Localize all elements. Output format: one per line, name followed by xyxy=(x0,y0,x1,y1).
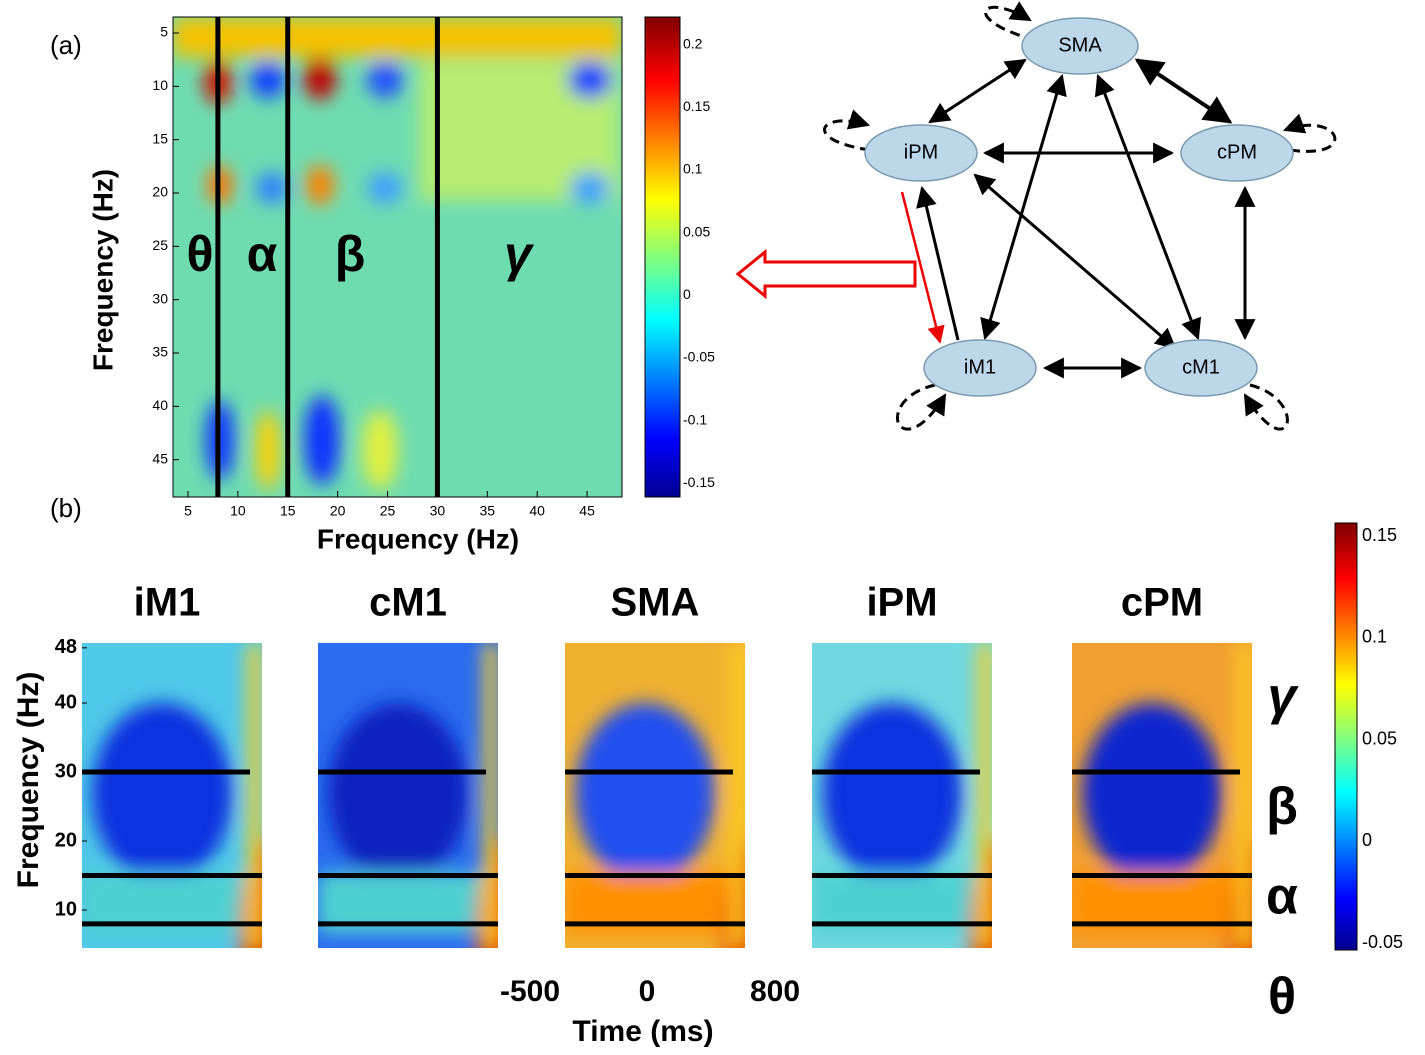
colorbar-tick-label: 0.05 xyxy=(1362,728,1397,748)
heatmap-panel xyxy=(812,643,1014,1055)
colorbar xyxy=(645,17,680,497)
x-tick-label: 20 xyxy=(330,503,346,519)
x-tick-label: 800 xyxy=(750,975,800,1008)
heatmap-panel xyxy=(1072,643,1274,1055)
node-label: cPM xyxy=(1217,141,1257,163)
band-label: β xyxy=(335,226,366,282)
band-label: γ xyxy=(1268,668,1300,726)
blob xyxy=(575,703,715,883)
panel-title: iM1 xyxy=(134,581,201,625)
x-tick-label: 35 xyxy=(480,503,496,519)
colorbar-tick-label: 0.1 xyxy=(683,161,703,177)
x-tick-label: 25 xyxy=(380,503,396,519)
x-tick-label: 0 xyxy=(639,975,656,1008)
y-tick-label: 45 xyxy=(152,450,168,466)
y-tick-label: 40 xyxy=(152,397,168,413)
heatmap-a xyxy=(173,17,622,497)
heatmap xyxy=(318,643,520,1055)
figure: (a) (b) 5 10 15 20 25 30 35 40 45 5 10 15 20 25 30 35 40… xyxy=(0,0,1425,1055)
y-tick-label: 10 xyxy=(55,898,77,920)
heatmap-panel xyxy=(318,643,520,1055)
node-label: cM1 xyxy=(1182,356,1220,378)
heatmap-panel xyxy=(565,643,767,1055)
panel-label: (a) xyxy=(50,30,82,60)
y-tick-label: 15 xyxy=(152,130,168,146)
blob xyxy=(1238,643,1252,948)
colorbar-tick-label: -0.05 xyxy=(683,349,715,365)
band-label: γ xyxy=(504,226,535,282)
colorbar xyxy=(1335,523,1357,950)
heatmap xyxy=(812,643,1014,1055)
x-axis-label: Time (ms) xyxy=(572,1015,713,1048)
colorbar-tick-label: 0.05 xyxy=(683,223,710,239)
panel-title: iPM xyxy=(866,581,937,625)
y-tick-label: 30 xyxy=(55,760,77,782)
colorbar-tick-label: 0.15 xyxy=(1362,525,1397,545)
band-label: θ xyxy=(1268,968,1296,1026)
x-tick-label: 10 xyxy=(230,503,246,519)
y-tick-label: 30 xyxy=(152,290,168,306)
y-tick-label: 10 xyxy=(152,77,168,93)
colorbar-tick-label: -0.15 xyxy=(683,474,715,490)
arrow xyxy=(738,252,915,296)
heatmap-panel xyxy=(82,643,284,1055)
x-tick-label: -500 xyxy=(500,975,560,1008)
band-label: α xyxy=(247,226,278,282)
blob xyxy=(92,703,232,883)
colorbar-tick-label: -0.05 xyxy=(1362,932,1403,952)
node-label: SMA xyxy=(1058,34,1102,56)
node-label: iPM xyxy=(904,141,938,163)
panel-title: SMA xyxy=(611,581,700,625)
blob xyxy=(248,643,262,948)
panel-label: (b) xyxy=(50,493,82,523)
y-tick-label: 48 xyxy=(55,636,77,658)
y-tick-label: 35 xyxy=(152,344,168,360)
blob xyxy=(1082,703,1222,883)
x-axis-label: Frequency (Hz) xyxy=(317,523,519,554)
heatmap xyxy=(1072,643,1274,1055)
y-axis-label: Frequency (Hz) xyxy=(12,672,45,889)
band-label: α xyxy=(1266,868,1298,926)
band-label: θ xyxy=(186,226,213,282)
y-tick-label: 20 xyxy=(152,184,168,200)
x-tick-label: 45 xyxy=(579,503,595,519)
x-tick-label: 5 xyxy=(184,503,192,519)
y-tick-label: 5 xyxy=(160,24,168,40)
panel-title: cM1 xyxy=(369,581,447,625)
node-label: iM1 xyxy=(964,356,996,378)
y-tick-label: 40 xyxy=(55,691,77,713)
blob xyxy=(328,703,468,883)
blob xyxy=(484,643,498,948)
blob xyxy=(822,703,962,883)
colorbar-tick-label: 0.15 xyxy=(683,98,710,114)
heatmap xyxy=(82,643,284,1055)
colorbar-tick-label: 0 xyxy=(1362,830,1372,850)
x-tick-label: 40 xyxy=(529,503,545,519)
heatmap xyxy=(565,643,767,1055)
y-tick-label: 20 xyxy=(55,829,77,851)
x-tick-label: 15 xyxy=(280,503,296,519)
colorbar-tick-label: 0.2 xyxy=(683,35,703,51)
colorbar-tick-label: -0.1 xyxy=(683,411,707,427)
y-axis-label: Frequency (Hz) xyxy=(87,169,118,371)
x-tick-label: 30 xyxy=(430,503,446,519)
band-label: β xyxy=(1266,778,1298,836)
colorbar-tick-label: 0.1 xyxy=(1362,627,1387,647)
colorbar-tick-label: 0 xyxy=(683,286,691,302)
panel-title: cPM xyxy=(1121,581,1203,625)
blob xyxy=(978,643,992,948)
y-tick-label: 25 xyxy=(152,237,168,253)
blob xyxy=(731,643,745,948)
